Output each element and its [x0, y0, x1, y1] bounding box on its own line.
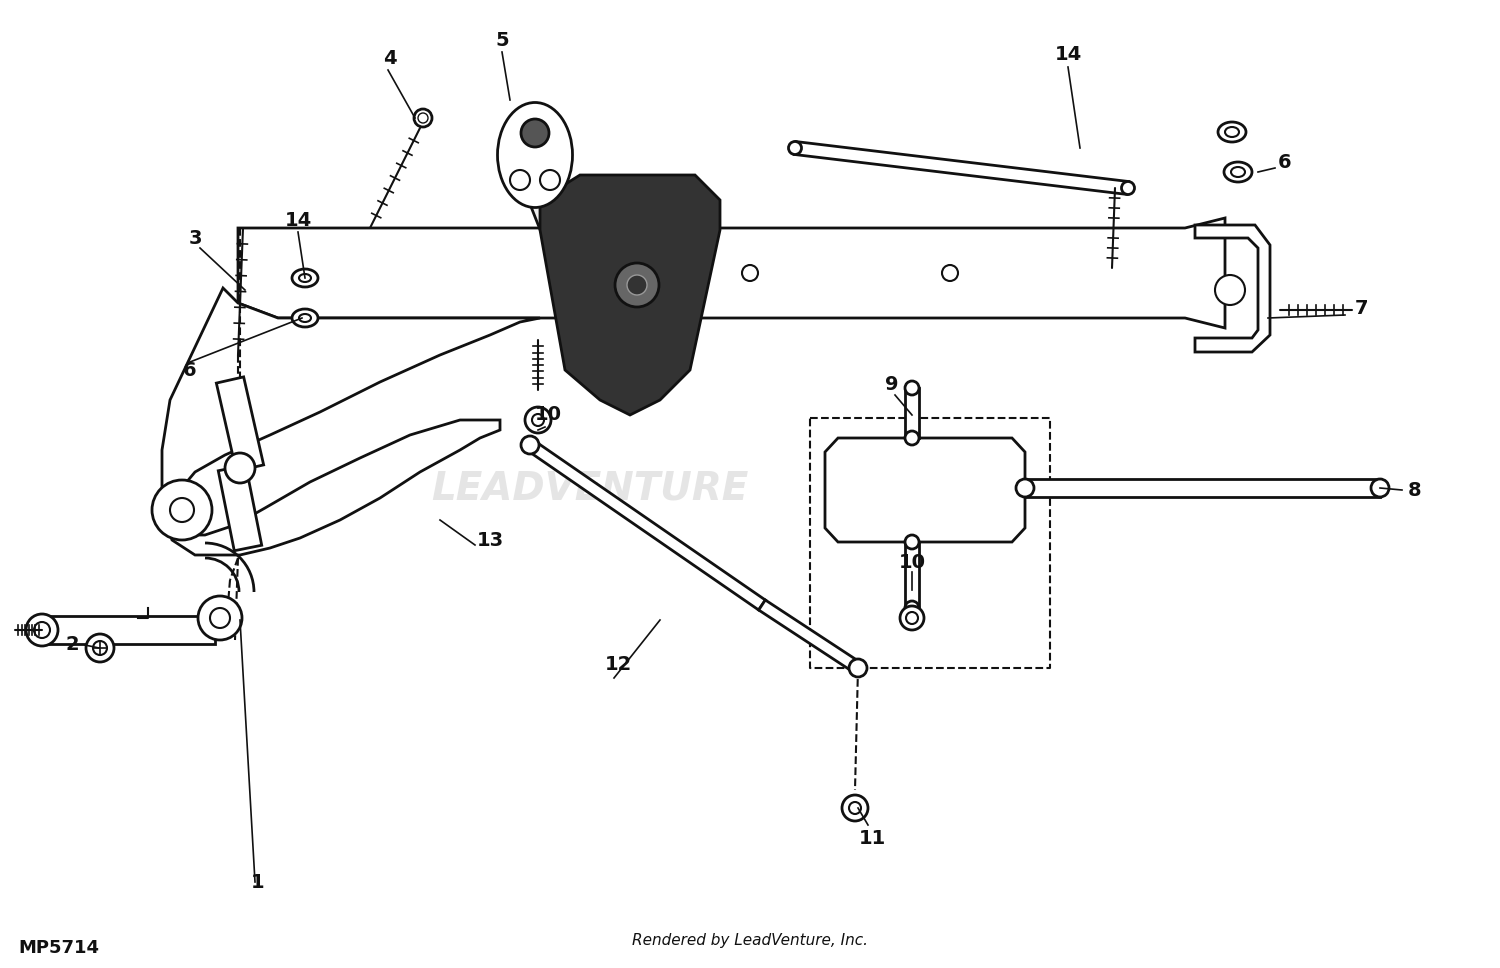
- Text: 14: 14: [285, 210, 312, 229]
- Text: 7: 7: [1356, 298, 1368, 318]
- Circle shape: [904, 381, 920, 395]
- Text: 13: 13: [477, 530, 504, 550]
- Circle shape: [225, 453, 255, 483]
- Polygon shape: [238, 218, 1226, 328]
- Circle shape: [1371, 479, 1389, 497]
- Circle shape: [34, 622, 50, 638]
- Circle shape: [615, 263, 658, 307]
- Text: 2: 2: [64, 636, 80, 654]
- Polygon shape: [526, 440, 765, 610]
- Polygon shape: [162, 288, 540, 555]
- Circle shape: [789, 141, 801, 155]
- Circle shape: [742, 265, 758, 281]
- Circle shape: [210, 608, 230, 628]
- Polygon shape: [825, 438, 1024, 542]
- Circle shape: [419, 113, 428, 123]
- Circle shape: [904, 601, 920, 615]
- Text: 6: 6: [183, 360, 196, 379]
- Circle shape: [842, 795, 868, 821]
- Circle shape: [627, 275, 646, 295]
- Circle shape: [520, 436, 538, 454]
- Polygon shape: [1196, 225, 1270, 352]
- Text: LEADVENTURE: LEADVENTURE: [432, 469, 748, 507]
- Circle shape: [26, 614, 58, 646]
- Circle shape: [540, 170, 560, 190]
- Circle shape: [93, 641, 106, 655]
- Ellipse shape: [498, 103, 573, 207]
- Ellipse shape: [1226, 127, 1239, 137]
- Polygon shape: [1024, 479, 1380, 497]
- Polygon shape: [904, 388, 920, 438]
- Circle shape: [170, 498, 194, 522]
- Polygon shape: [219, 466, 261, 551]
- Text: 3: 3: [189, 228, 201, 248]
- Circle shape: [525, 407, 550, 433]
- Ellipse shape: [1232, 167, 1245, 177]
- Ellipse shape: [298, 314, 310, 322]
- Ellipse shape: [1218, 122, 1246, 142]
- Text: 4: 4: [382, 48, 398, 68]
- Circle shape: [1215, 275, 1245, 305]
- Text: 8: 8: [1408, 480, 1422, 499]
- Text: 14: 14: [1054, 45, 1082, 65]
- Polygon shape: [216, 377, 264, 471]
- Circle shape: [510, 170, 530, 190]
- Text: MP5714: MP5714: [18, 939, 99, 957]
- Ellipse shape: [1224, 162, 1252, 182]
- Circle shape: [849, 659, 867, 677]
- Text: 10: 10: [898, 553, 926, 571]
- Ellipse shape: [298, 274, 310, 282]
- Text: 12: 12: [604, 655, 631, 675]
- Polygon shape: [540, 175, 720, 415]
- Ellipse shape: [292, 269, 318, 287]
- Polygon shape: [528, 192, 608, 363]
- Circle shape: [904, 535, 920, 549]
- Circle shape: [86, 634, 114, 662]
- Circle shape: [414, 109, 432, 127]
- Circle shape: [849, 802, 861, 814]
- Polygon shape: [794, 141, 1130, 195]
- Polygon shape: [904, 542, 920, 608]
- Text: 6: 6: [1278, 153, 1292, 171]
- Circle shape: [1016, 479, 1034, 497]
- Ellipse shape: [292, 309, 318, 327]
- Circle shape: [904, 431, 920, 445]
- Circle shape: [152, 480, 211, 540]
- Circle shape: [1122, 182, 1134, 195]
- Text: 1: 1: [251, 872, 266, 892]
- Text: 5: 5: [495, 31, 508, 49]
- Polygon shape: [759, 600, 861, 673]
- Text: Rendered by LeadVenture, Inc.: Rendered by LeadVenture, Inc.: [632, 932, 868, 948]
- Text: 10: 10: [534, 406, 561, 425]
- Circle shape: [198, 596, 242, 640]
- Circle shape: [906, 612, 918, 624]
- Circle shape: [520, 119, 549, 147]
- Polygon shape: [40, 616, 214, 644]
- Circle shape: [942, 265, 958, 281]
- Circle shape: [900, 606, 924, 630]
- Text: 11: 11: [858, 829, 885, 848]
- Text: 9: 9: [885, 376, 898, 395]
- Circle shape: [532, 414, 544, 426]
